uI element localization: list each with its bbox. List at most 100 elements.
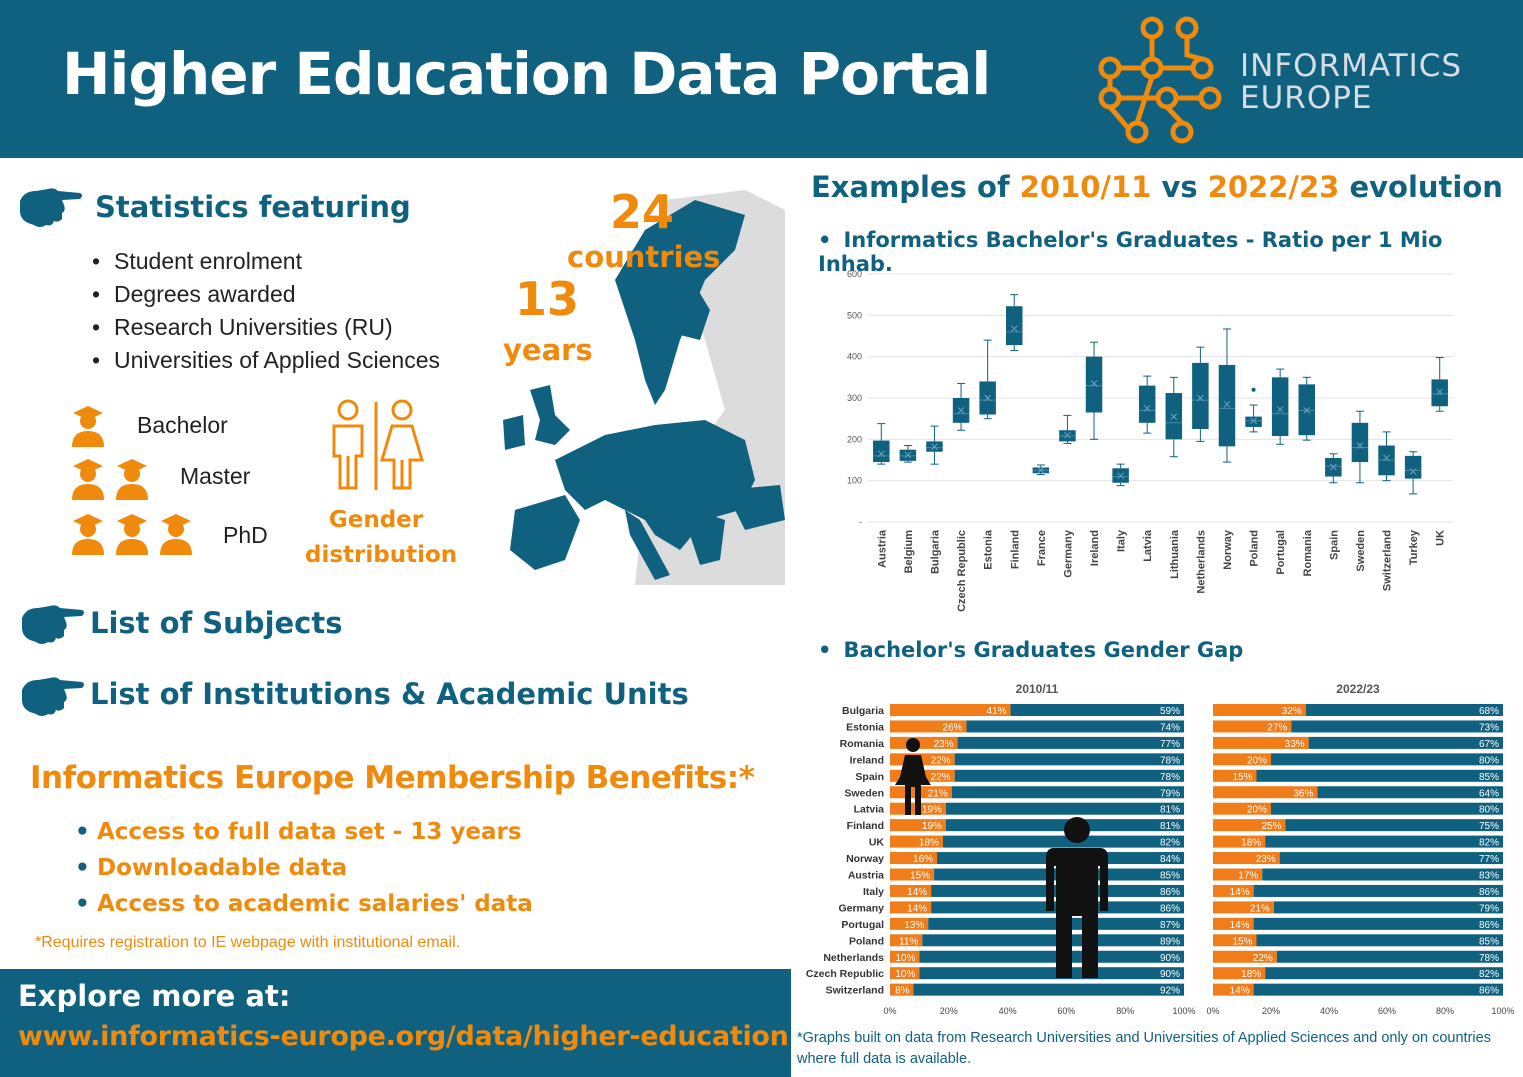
- box: [1192, 362, 1209, 429]
- box-mean-marker: [1303, 407, 1311, 414]
- box: [1271, 377, 1289, 437]
- box-plot-chart: - 100 200 300 400 500 600 Austria Belgium Bulgari…: [847, 269, 1453, 612]
- europe-map-image: [503, 190, 785, 585]
- bar-male: [945, 819, 1184, 832]
- pointing-hand-icon: [20, 188, 82, 227]
- bachelor-label: Bachelor: [137, 412, 228, 438]
- bar-male: [1265, 835, 1503, 848]
- bar-male: [942, 835, 1184, 848]
- bar-female: [890, 720, 967, 733]
- institutions-link[interactable]: List of Institutions & Academic Units: [90, 677, 689, 711]
- box: [1218, 364, 1236, 447]
- bar-chart-title: 2010/11: [1016, 682, 1059, 696]
- header-banner: Higher Education Data Portal INFORMATICS…: [0, 0, 1523, 158]
- bar-value-label: 20%: [1247, 755, 1267, 766]
- x-tick-label: 20%: [940, 1006, 958, 1016]
- bar-value-label: 78%: [1479, 953, 1499, 964]
- bar-female: [1213, 917, 1254, 930]
- y-tick-label: 300: [847, 393, 862, 403]
- bar-female: [1213, 819, 1286, 832]
- box: [1085, 356, 1103, 413]
- bar-male: [1256, 769, 1503, 782]
- years-label: years: [503, 333, 593, 367]
- bar-value-label: 83%: [1479, 871, 1499, 882]
- bar-value-label: 79%: [1479, 903, 1499, 914]
- graduate-icon: [72, 459, 104, 500]
- bar-value-label: 14%: [907, 887, 927, 898]
- bar-male: [966, 720, 1184, 733]
- list-item: Research Universities (RU): [92, 311, 440, 344]
- x-tick-label: Finland: [1009, 530, 1021, 569]
- bar-value-label: 10%: [895, 969, 915, 980]
- bar-male: [1271, 753, 1503, 766]
- bar-male: [954, 753, 1184, 766]
- box-mean-marker: [1010, 325, 1018, 332]
- x-tick-label: Belgium: [903, 530, 915, 574]
- bar-value-label: 86%: [1160, 887, 1180, 898]
- category-label: Norway: [846, 853, 884, 865]
- bar-value-label: 8%: [895, 986, 910, 997]
- box-mean-marker: [1090, 380, 1098, 387]
- bar-value-label: 36%: [1293, 788, 1313, 799]
- countries-label: countries: [567, 240, 721, 274]
- bar-female: [1213, 934, 1257, 947]
- bar-male: [1253, 917, 1503, 930]
- bar-value-label: 15%: [1232, 936, 1252, 947]
- bar-female: [890, 917, 929, 930]
- bar-male: [957, 736, 1184, 749]
- bar-value-label: 74%: [1160, 722, 1180, 733]
- bar-value-label: 17%: [1238, 871, 1258, 882]
- x-tick-label: UK: [1435, 530, 1447, 546]
- box-mean-marker: [984, 394, 992, 402]
- box: [1006, 306, 1023, 346]
- explore-url-link[interactable]: www.informatics-europe.org/data/higher-e…: [18, 1021, 789, 1052]
- bar-value-label: 67%: [1479, 739, 1499, 750]
- chart2-title: • Bachelor's Graduates Gender Gap: [818, 638, 1244, 662]
- box-mean-marker: [1329, 463, 1337, 471]
- box-mean-marker: [904, 451, 912, 459]
- examples-prefix: Examples of: [811, 170, 1020, 204]
- bar-male: [1291, 720, 1503, 733]
- phd-graduate-icons: [70, 511, 202, 560]
- category-label: Estonia: [846, 721, 884, 733]
- subjects-link[interactable]: List of Subjects: [90, 606, 343, 640]
- x-tick-label: Poland: [1249, 530, 1261, 567]
- x-tick-label: Austria: [876, 529, 888, 568]
- bar-male: [1317, 786, 1503, 799]
- bar-male: [1253, 884, 1503, 897]
- examples-year1: 2010/11: [1019, 170, 1152, 204]
- statistics-list: Student enrolment Degrees awarded Resear…: [92, 245, 440, 377]
- bar-value-label: 79%: [1160, 788, 1180, 799]
- bar-value-label: 23%: [1256, 854, 1276, 865]
- bachelor-graduate-icons: [70, 403, 114, 452]
- box-mean-marker: [1064, 431, 1071, 439]
- bar-female: [890, 934, 923, 947]
- bar-value-label: 87%: [1160, 920, 1180, 931]
- bar-value-label: 21%: [928, 788, 948, 799]
- bar-value-label: 22%: [931, 755, 951, 766]
- x-tick-label: Latvia: [1142, 529, 1154, 562]
- bar-value-label: 64%: [1479, 788, 1499, 799]
- bar-value-label: 23%: [934, 739, 954, 750]
- bar-value-label: 78%: [1160, 772, 1180, 783]
- bar-value-label: 21%: [1250, 903, 1270, 914]
- bar-male: [945, 802, 1184, 815]
- bar-value-label: 14%: [907, 903, 927, 914]
- examples-suffix: evolution: [1339, 170, 1503, 204]
- bar-male: [913, 983, 1184, 996]
- logo-line2: EUROPE: [1240, 80, 1373, 116]
- box-mean-marker: [1250, 417, 1257, 425]
- phd-label: PhD: [223, 522, 268, 548]
- x-tick-label: Germany: [1062, 529, 1074, 578]
- bar-value-label: 27%: [1267, 722, 1287, 733]
- chart1-title: • Informatics Bachelor's Graduates - Rati…: [818, 228, 1443, 276]
- bar-male: [1010, 704, 1184, 716]
- bar-male: [1265, 967, 1503, 980]
- bar-male: [919, 950, 1184, 963]
- bar-female: [890, 868, 935, 881]
- gender-gap-chart-2010: 2010/11 0% 20% 40% 60% 80% 100% Bulgaria 41% 59% E…: [806, 682, 1196, 1016]
- list-item: Student enrolment: [92, 245, 440, 278]
- examples-year2: 2022/23: [1207, 170, 1340, 204]
- box: [1404, 455, 1422, 479]
- bar-female: [1213, 704, 1306, 716]
